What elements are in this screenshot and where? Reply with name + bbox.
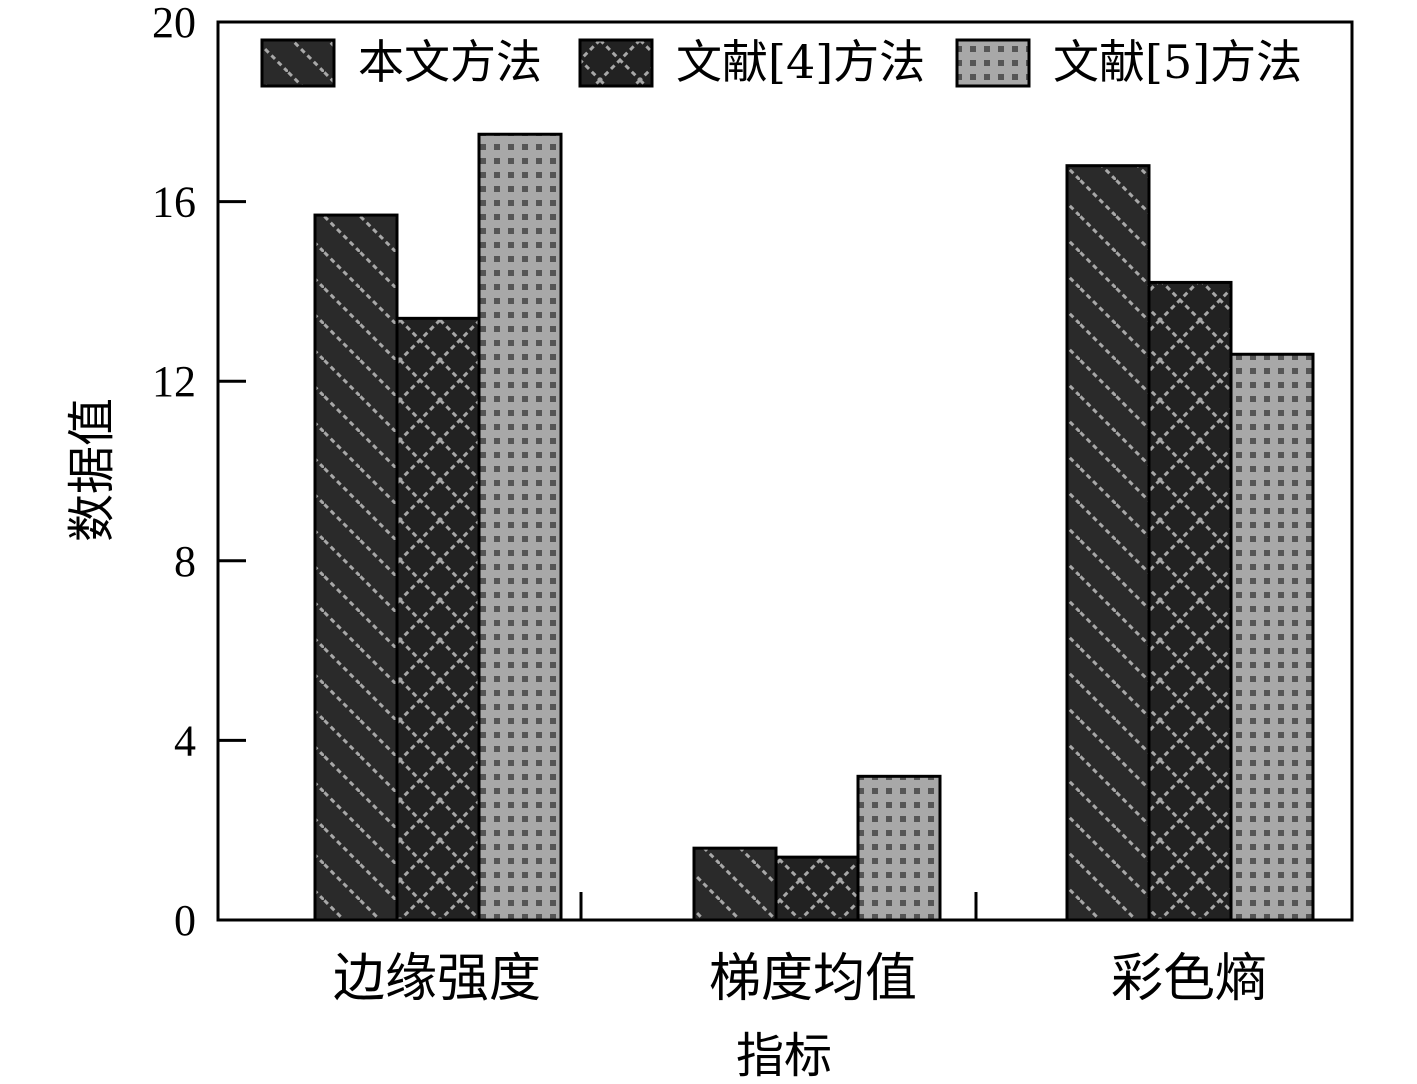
legend-swatch (955, 38, 1031, 88)
y-tick-label: 8 (174, 537, 196, 586)
bar-1-series-2 (395, 316, 481, 922)
plot-border (216, 20, 1354, 922)
y-axis-ticks: 0 4 8 12 16 20 (152, 0, 246, 945)
bar-2-series-3 (856, 774, 942, 922)
bar-3-series-2 (1147, 280, 1233, 922)
y-tick-label: 12 (152, 357, 196, 406)
y-tick-label: 0 (174, 896, 196, 945)
y-tick-label: 20 (152, 0, 196, 47)
bars-group (313, 132, 1315, 922)
x-axis-label: 指标 (736, 1028, 832, 1084)
y-tick-label: 4 (174, 716, 196, 765)
legend-label: 本文方法 (358, 35, 542, 89)
bar-1-series-3 (477, 132, 563, 922)
y-tick-label: 16 (152, 178, 196, 227)
bar-3-series-3 (1229, 352, 1315, 922)
legend-label: 文献[4]方法 (676, 35, 925, 89)
legend-label: 文献[5]方法 (1053, 35, 1302, 89)
x-category-label: 梯度均值 (709, 949, 917, 1009)
x-category-label: 边缘强度 (333, 949, 541, 1009)
bar-2-series-1 (692, 846, 778, 922)
x-category-label: 彩色熵 (1111, 949, 1267, 1009)
plot-frame (216, 20, 1354, 922)
bar-2-series-2 (774, 855, 860, 922)
legend: 本文方法 文献[4]方法 文献[5]方法 (260, 35, 1302, 89)
bar-1-series-1 (313, 213, 399, 922)
legend-swatch (578, 38, 654, 88)
x-axis-category-labels: 边缘强度 梯度均值 彩色熵 (333, 949, 1267, 1009)
bar-3-series-1 (1065, 164, 1151, 922)
legend-swatch (260, 38, 336, 88)
y-axis-label: 数据值 (64, 398, 120, 542)
